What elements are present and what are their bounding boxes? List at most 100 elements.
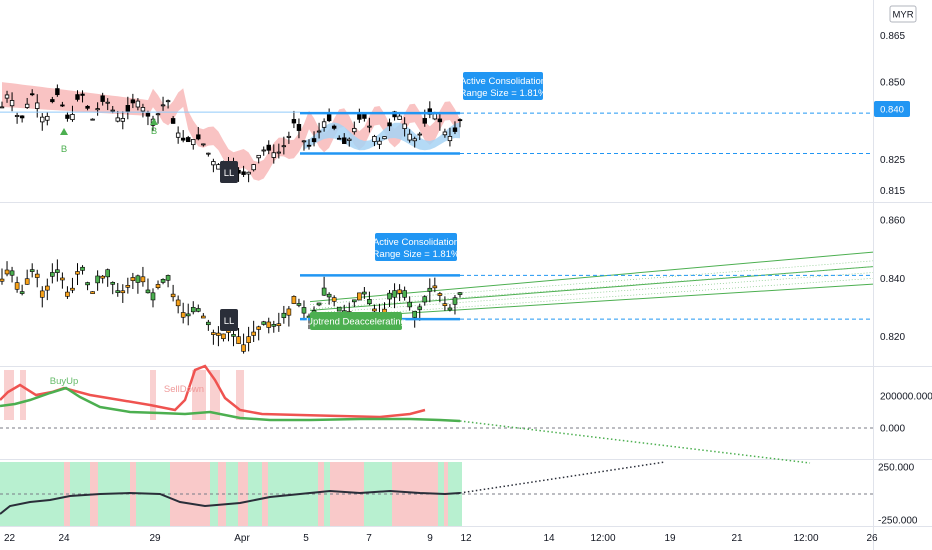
buyup-line [0,386,461,423]
candle-body [35,102,40,109]
selldown-label: SellDown [164,384,204,395]
candle-body [347,138,352,141]
candle-body [342,137,347,144]
hk-body [120,290,126,294]
hk-body [422,296,428,303]
candle-body [316,130,322,133]
candle-body [311,138,317,143]
x-tick-label: 12 [460,533,472,544]
price-axis[interactable]: 0.865 0.850 0.825 0.815 0.860 0.840 0.820 20000… [878,31,932,526]
hk-body [170,293,176,298]
sell-zone [236,370,244,420]
candle-body [447,136,453,142]
lower-low-text: LL [224,316,235,327]
hk-body [125,285,131,288]
hk-body [130,277,136,281]
sell-zone [20,370,26,420]
candle-body [291,119,297,124]
candle-body [251,164,256,171]
candle-body [80,93,85,96]
x-tick-label: 19 [664,533,676,544]
hk-body [150,292,156,301]
candle-body [352,128,357,133]
candle-body [180,137,186,141]
hk-body [195,308,201,312]
hk-body [387,292,392,300]
hk-body [447,307,453,311]
candle-body [377,140,382,145]
heikin-consolidation-range: (Range Size = 1.81%) [369,249,462,260]
candle-body [422,118,427,124]
hk-body [110,282,116,285]
main-price-panel[interactable] [0,82,873,183]
time-axis[interactable]: 22 24 29 Apr 5 7 9 12 14 12:00 19 21 12:00 26 [4,533,878,544]
hk-body [352,299,357,303]
currency-badge[interactable]: MYR [889,5,917,23]
candle-body [50,99,55,103]
buy-marker: B [150,118,158,137]
hk-body [442,303,448,306]
x-tick-label: 21 [731,533,743,544]
hk-body [100,275,105,279]
candle-body [271,152,276,158]
y-tick-label: 0.850 [880,78,905,89]
hk-body [402,290,407,298]
hk-body [175,299,181,307]
hk-body [427,287,433,292]
candle-body [417,133,422,136]
candle-body [432,113,438,120]
hk-body [160,279,166,283]
candle-body [95,108,100,111]
sell-zone [4,370,14,420]
hk-body [221,333,226,339]
hk-body [44,285,50,291]
heikin-ashi-panel[interactable] [0,251,874,354]
candle-body [130,99,136,104]
candle-body [337,137,342,140]
candle-body [286,135,292,138]
candle-body [155,113,161,116]
lower-low-marker: LL [220,161,238,183]
hk-body [211,332,216,335]
candle-body [442,131,448,136]
hk-body [432,285,438,289]
x-tick-label: 29 [149,533,161,544]
buy-marker-text: B [61,144,67,155]
candle-body [85,105,90,109]
candle-body [216,164,221,170]
candle-body [175,132,181,138]
sell-zone [192,370,206,420]
candle-body [241,171,246,175]
flow-projection [459,461,666,494]
candle-body [105,101,110,104]
hk-body [266,321,272,328]
trend-line [309,266,874,311]
candle-body [19,115,25,119]
hk-body [145,289,151,294]
candle-body [135,100,141,108]
hk-body [296,303,302,306]
trend-dotted [309,266,874,310]
candle-body [4,94,10,99]
price-badge: 0.840 [874,101,910,117]
heikin-consolidation-label: Active Consolidation (Range Size = 1.81%… [369,233,463,261]
candle-body [211,161,216,166]
oscillator-panel[interactable] [0,364,873,464]
x-tick-label: 26 [866,533,878,544]
hk-body [80,266,85,271]
hk-body [336,306,342,312]
flow-line [0,489,461,515]
candle-body [321,121,327,128]
hk-body [50,272,55,277]
selldown-line [0,364,426,419]
hk-body [397,289,402,294]
hk-body [457,292,463,295]
candle-body [165,100,171,103]
trend-line [309,283,874,320]
hk-body [407,301,412,308]
y-tick-label: 0.820 [880,332,905,343]
trend-dotted [309,260,874,305]
hk-body [14,282,20,290]
flow-panel[interactable] [0,461,873,526]
